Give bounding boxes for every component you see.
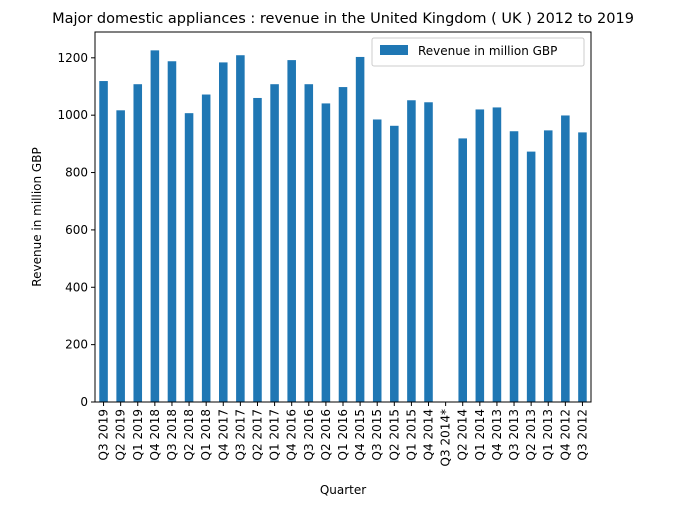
x-tick-label: Q1 2018 — [199, 409, 213, 460]
bar-q2-2016 — [321, 103, 331, 402]
bar-q2-2017 — [253, 97, 262, 402]
x-axis: Q3 2019 Q2 2019 Q1 2019 Q4 2018 Q3 2018 Q2 20… — [97, 402, 589, 466]
x-tick-label: Q4 2013 — [490, 409, 504, 460]
x-tick-label: Q2 2013 — [524, 409, 538, 460]
y-tick-label: 200 — [65, 338, 88, 352]
x-tick-label: Q3 2018 — [165, 409, 179, 460]
x-tick-label: Q1 2016 — [336, 409, 350, 460]
bar-q3-2017 — [236, 55, 245, 403]
legend-swatch — [380, 45, 408, 55]
x-tick-label: Q3 2016 — [302, 409, 316, 460]
x-tick-label: Q1 2014 — [473, 409, 487, 460]
x-tick-label: Q2 2019 — [114, 409, 128, 460]
bar-q4-2013 — [492, 107, 502, 402]
chart-title: Major domestic appliances : revenue in t… — [52, 11, 634, 27]
bar-q2-2019 — [116, 110, 125, 403]
y-tick-label: 0 — [80, 395, 88, 409]
bar-q4-2017 — [219, 62, 228, 402]
bar-q4-2018 — [150, 50, 160, 402]
x-tick-label: Q3 2015 — [370, 409, 384, 460]
bar-q1-2015 — [407, 100, 416, 403]
bar-q3-2012 — [578, 132, 587, 402]
y-tick-label: 800 — [65, 166, 88, 180]
y-tick-label: 600 — [65, 223, 88, 237]
bar-q4-2012 — [561, 115, 570, 402]
x-tick-label: Q4 2017 — [216, 409, 230, 460]
bar-q3-2018 — [167, 61, 177, 403]
bar-q3-2015 — [372, 119, 382, 402]
y-tick-label: 1000 — [57, 108, 88, 122]
bars-layer — [99, 50, 587, 403]
bar-q3-2013 — [509, 131, 519, 403]
x-tick-label: Q3 2012 — [575, 409, 589, 460]
x-axis-label: Quarter — [320, 483, 366, 497]
bar-q3-2016 — [304, 84, 314, 403]
bar-q1-2013 — [543, 130, 553, 402]
x-tick-label: Q4 2012 — [558, 409, 572, 460]
x-tick-label: Q4 2015 — [353, 409, 367, 460]
y-tick-label: 400 — [65, 280, 88, 294]
bar-q2-2013 — [526, 151, 536, 402]
bar-q2-2015 — [390, 125, 399, 402]
x-tick-label: Q4 2014 — [422, 409, 436, 460]
bar-q3-2019 — [99, 81, 108, 402]
x-tick-label: Q4 2018 — [148, 409, 162, 460]
y-tick-label: 1200 — [57, 51, 88, 65]
bar-q1-2014 — [475, 109, 485, 402]
x-tick-label: Q2 2015 — [387, 409, 401, 460]
bar-q4-2015 — [355, 56, 365, 402]
x-tick-label: Q1 2019 — [131, 409, 145, 460]
bar-q1-2017 — [270, 84, 279, 403]
bar-q2-2018 — [184, 113, 194, 403]
bar-q4-2016 — [287, 60, 296, 403]
bar-q1-2019 — [133, 84, 143, 403]
x-tick-label: Q3 2013 — [507, 409, 521, 460]
x-tick-label: Q3 2019 — [97, 409, 111, 460]
x-tick-label: Q2 2018 — [182, 409, 196, 460]
bar-q4-2014 — [424, 102, 433, 403]
x-tick-label: Q2 2014 — [456, 409, 470, 460]
legend-box — [371, 37, 585, 67]
y-axis-label: Revenue in million GBP — [30, 147, 44, 286]
bar-q1-2016 — [338, 87, 348, 403]
x-tick-label: Q1 2015 — [404, 409, 418, 460]
x-tick-label: Q2 2016 — [319, 409, 333, 460]
y-axis: 0 200 400 600 800 1000 1200 — [57, 51, 95, 409]
x-tick-label: Q2 2017 — [250, 409, 264, 460]
legend: Revenue in million GBP — [371, 37, 585, 67]
x-tick-label: Q3 2017 — [233, 409, 247, 460]
bar-q2-2014 — [458, 138, 467, 402]
legend-label: Revenue in million GBP — [418, 44, 557, 58]
x-tick-label: Q1 2017 — [268, 409, 282, 460]
bar-q1-2018 — [201, 94, 211, 402]
x-tick-label: Q3 2014* — [439, 409, 453, 466]
x-tick-label: Q1 2013 — [541, 409, 555, 460]
x-tick-label: Q4 2016 — [285, 409, 299, 460]
